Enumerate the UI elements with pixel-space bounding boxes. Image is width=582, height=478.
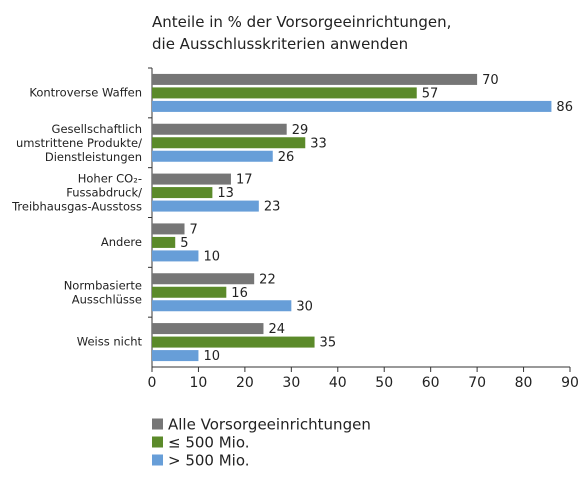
x-tick-label: 0 (148, 375, 157, 391)
legend-swatch (152, 454, 163, 466)
value-label: 23 (264, 200, 281, 215)
legend-label: Alle Vorsorgeeinrichtungen (168, 416, 371, 434)
legend-swatch (152, 436, 163, 448)
x-tick-label: 60 (422, 375, 440, 391)
y-tick-label: Weiss nicht (77, 335, 143, 349)
bar (152, 236, 176, 248)
legend-swatch (152, 418, 163, 430)
value-label: 35 (320, 336, 337, 351)
bar (152, 100, 552, 112)
bar (152, 286, 227, 298)
x-tick-label: 40 (329, 375, 347, 391)
x-tick-label: 80 (515, 375, 533, 391)
value-label: 29 (292, 123, 309, 138)
y-tick-label: Kontroverse Waffen (29, 85, 142, 99)
value-label: 10 (203, 249, 220, 264)
x-tick-label: 20 (236, 375, 254, 391)
value-label: 10 (203, 349, 220, 364)
bar (152, 223, 185, 235)
x-tick-label: 30 (282, 375, 300, 391)
legend-label: ≤ 500 Mio. (168, 434, 250, 452)
x-tick-label: 50 (375, 375, 393, 391)
bar (152, 273, 255, 285)
bar (152, 323, 264, 335)
bar (152, 123, 287, 135)
bar (152, 250, 199, 262)
y-tick-label: Normbasierte Ausschlüsse (64, 278, 142, 306)
bar (152, 336, 315, 348)
bar (152, 350, 199, 362)
bar (152, 300, 292, 312)
y-tick-label: Gesellschaftlich umstrittene Produkte/Die… (16, 121, 142, 163)
bar (152, 87, 417, 99)
value-label: 17 (236, 173, 253, 188)
value-label: 13 (217, 186, 234, 201)
value-label: 33 (310, 136, 327, 151)
bar (152, 173, 231, 185)
value-label: 30 (296, 299, 313, 314)
value-label: 57 (422, 86, 439, 101)
value-label: 16 (231, 286, 248, 301)
legend-label: > 500 Mio. (168, 452, 250, 470)
y-tick-label: Andere (101, 235, 142, 249)
bar (152, 187, 213, 199)
x-tick-label: 90 (561, 375, 579, 391)
bar (152, 150, 273, 162)
y-tick-label: Hoher CO₂-Fussabdruck/Treibhausgas-Ausst… (11, 171, 142, 213)
bar (152, 200, 259, 212)
chart-title: Anteile in % der Vorsorgeeinrichtungen, d… (152, 13, 451, 53)
value-label: 22 (259, 272, 276, 287)
bar (152, 73, 478, 85)
x-tick-label: 10 (190, 375, 208, 391)
bar (152, 137, 306, 149)
value-label: 70 (482, 73, 499, 88)
value-label: 5 (180, 236, 188, 251)
value-label: 86 (556, 100, 573, 115)
value-label: 26 (278, 150, 295, 165)
value-label: 24 (268, 322, 285, 337)
value-label: 7 (190, 222, 198, 237)
x-tick-label: 70 (468, 375, 486, 391)
